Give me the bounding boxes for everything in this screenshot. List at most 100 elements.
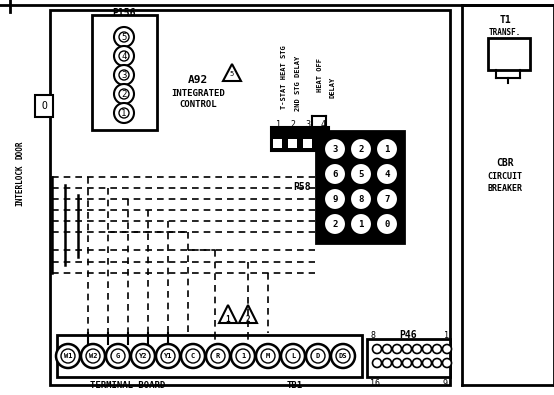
Text: DELAY: DELAY (329, 76, 335, 98)
Circle shape (81, 344, 105, 368)
Text: 1: 1 (121, 109, 127, 117)
Bar (271, 127, 284, 151)
Circle shape (324, 138, 346, 160)
Text: 5: 5 (230, 71, 234, 77)
Text: INTEGRATED: INTEGRATED (171, 88, 225, 98)
Circle shape (413, 344, 422, 354)
Bar (318, 139, 327, 148)
Text: TERMINAL BOARD: TERMINAL BOARD (90, 380, 166, 389)
Text: 16: 16 (370, 379, 380, 388)
Bar (286, 127, 299, 151)
Text: T-STAT HEAT STG: T-STAT HEAT STG (281, 45, 287, 109)
Circle shape (376, 163, 398, 185)
Circle shape (382, 359, 392, 367)
Text: D: D (316, 353, 320, 359)
Text: CBR: CBR (496, 158, 514, 168)
Circle shape (231, 344, 255, 368)
Circle shape (281, 344, 305, 368)
Text: P58: P58 (293, 182, 311, 192)
Text: 5: 5 (358, 169, 363, 179)
Text: INTERLOCK: INTERLOCK (16, 164, 24, 206)
Circle shape (324, 188, 346, 210)
Bar (273, 139, 282, 148)
Circle shape (372, 359, 382, 367)
Circle shape (331, 344, 355, 368)
Circle shape (403, 344, 412, 354)
Circle shape (350, 213, 372, 235)
Circle shape (86, 349, 100, 363)
Circle shape (413, 359, 422, 367)
Text: R: R (216, 353, 220, 359)
Text: 9: 9 (332, 194, 338, 203)
Circle shape (443, 344, 452, 354)
Text: 2: 2 (358, 145, 363, 154)
Text: 0: 0 (384, 220, 389, 228)
Circle shape (131, 344, 155, 368)
Circle shape (350, 138, 372, 160)
Text: 1: 1 (358, 220, 363, 228)
Text: 8: 8 (371, 331, 376, 339)
Text: M: M (266, 353, 270, 359)
Text: DS: DS (338, 353, 347, 359)
Circle shape (376, 188, 398, 210)
Circle shape (350, 188, 372, 210)
Circle shape (286, 349, 300, 363)
Circle shape (119, 108, 129, 118)
Text: TRANSF.: TRANSF. (489, 28, 521, 36)
Bar (488, 38, 530, 70)
Text: 2: 2 (121, 90, 127, 98)
Bar (92, 15, 157, 130)
Circle shape (392, 359, 402, 367)
Bar (303, 139, 312, 148)
Text: O: O (41, 101, 47, 111)
Circle shape (111, 349, 125, 363)
Text: 4: 4 (321, 120, 326, 128)
Circle shape (376, 138, 398, 160)
Circle shape (206, 344, 230, 368)
Text: 6: 6 (332, 169, 338, 179)
Text: Y1: Y1 (164, 353, 172, 359)
Text: L: L (291, 353, 295, 359)
Text: 7: 7 (384, 194, 389, 203)
Circle shape (433, 359, 442, 367)
Text: 1: 1 (225, 314, 230, 324)
Text: 8: 8 (358, 194, 363, 203)
Circle shape (161, 349, 175, 363)
Circle shape (136, 349, 150, 363)
Text: TB1: TB1 (287, 380, 303, 389)
Circle shape (443, 359, 452, 367)
Text: 3: 3 (332, 145, 338, 154)
Text: HEAT OFF: HEAT OFF (317, 58, 323, 92)
Circle shape (106, 344, 130, 368)
Circle shape (61, 349, 75, 363)
Text: 3: 3 (305, 120, 310, 128)
Bar (57, 335, 362, 377)
Circle shape (114, 27, 134, 47)
Circle shape (256, 344, 280, 368)
Bar (367, 339, 450, 377)
Circle shape (236, 349, 250, 363)
Bar (316, 127, 329, 151)
Text: 1: 1 (384, 145, 389, 154)
Circle shape (324, 213, 346, 235)
Bar (50, 10, 450, 385)
Circle shape (186, 349, 200, 363)
Text: CIRCUIT: CIRCUIT (488, 171, 522, 181)
Text: 9: 9 (442, 379, 447, 388)
Text: P46: P46 (399, 330, 417, 340)
Text: 1: 1 (444, 331, 449, 339)
Circle shape (114, 84, 134, 104)
Text: Y2: Y2 (138, 353, 147, 359)
Text: C: C (191, 353, 195, 359)
Circle shape (372, 344, 382, 354)
Circle shape (181, 344, 205, 368)
Text: W1: W1 (64, 353, 72, 359)
Text: 4: 4 (121, 51, 127, 60)
Text: 5: 5 (121, 32, 127, 41)
Text: CONTROL: CONTROL (179, 100, 217, 109)
Circle shape (306, 344, 330, 368)
Text: 2ND STG DELAY: 2ND STG DELAY (295, 55, 301, 111)
Text: 1: 1 (241, 353, 245, 359)
Circle shape (114, 103, 134, 123)
Bar (35, 95, 53, 117)
